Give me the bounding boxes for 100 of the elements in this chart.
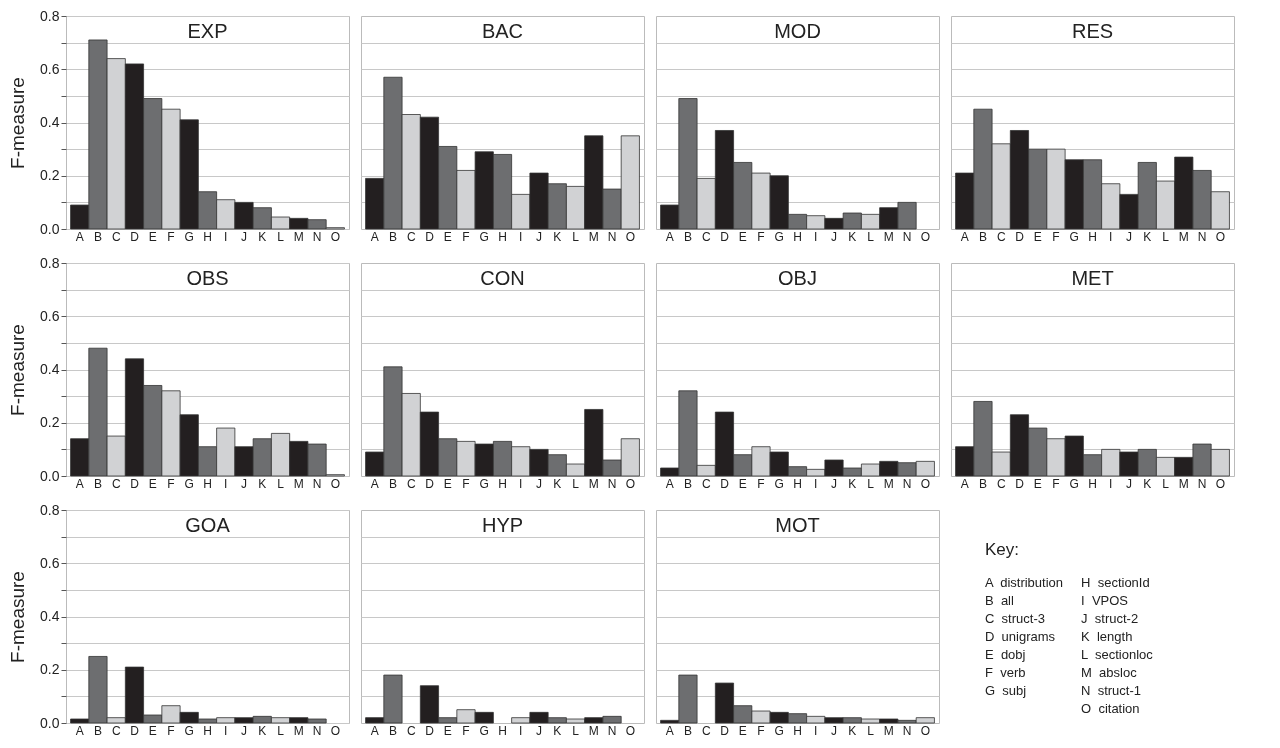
x-tick-label: M (883, 229, 894, 244)
x-tick-label: D (130, 229, 140, 244)
x-tick-label: H (203, 723, 212, 738)
chart-title: OBJ (778, 267, 817, 289)
text: J struct-2 (1081, 610, 1140, 628)
x-tick-label: M (883, 723, 894, 738)
x-tick-label: J (1126, 476, 1133, 491)
x-tick-label: O (920, 229, 930, 244)
x-tick-label: I (519, 229, 523, 244)
text: K length (1081, 628, 1134, 646)
x-tick-label: N (312, 723, 322, 738)
x-tick-label: C (111, 723, 121, 738)
x-tick-label: J (536, 723, 543, 738)
x-tick-label: N (1197, 476, 1207, 491)
x-tick-label: F (167, 229, 175, 244)
x-tick-label: I (814, 229, 818, 244)
text: H sectionId (1081, 574, 1151, 592)
x-tick-label: O (625, 476, 635, 491)
chart-title: MET (1071, 267, 1114, 289)
x-tick-label: J (831, 723, 838, 738)
chart-title: EXP (187, 20, 228, 42)
x-tick-label: B (978, 229, 987, 244)
x-tick-label: F (757, 723, 765, 738)
chart-title: MOT (775, 514, 820, 536)
x-tick-label: F (462, 723, 470, 738)
x-tick-label: O (920, 723, 930, 738)
x-tick-label: K (848, 476, 857, 491)
text: E dobj (985, 646, 1027, 664)
chart-title: BAC (481, 20, 524, 42)
x-tick-label: G (184, 476, 194, 491)
x-tick-label: M (588, 229, 599, 244)
x-tick-label: D (425, 476, 435, 491)
x-tick-label: E (1033, 229, 1042, 244)
x-tick-label: E (738, 723, 747, 738)
text: L sectionloc (1081, 646, 1153, 664)
x-tick-label: O (330, 723, 340, 738)
x-tick-label: F (1052, 229, 1060, 244)
x-tick-label: F (462, 229, 470, 244)
x-tick-label: C (111, 476, 121, 491)
x-tick-label: J (241, 476, 248, 491)
x-tick-label: B (683, 723, 692, 738)
x-tick-label: L (572, 723, 580, 738)
x-tick-label: I (224, 723, 228, 738)
x-tick-label: G (479, 476, 489, 491)
y-tick-label: 0.8 (40, 7, 60, 24)
x-tick-label: G (1069, 476, 1079, 491)
x-tick-label: B (93, 723, 102, 738)
x-tick-label: B (978, 476, 987, 491)
x-tick-label: C (996, 229, 1006, 244)
text: G subj (985, 682, 1028, 700)
x-tick-label: H (793, 476, 802, 491)
y-tick-label: 0.4 (40, 361, 60, 377)
x-tick-label: F (167, 476, 175, 491)
text: Key: (985, 540, 1021, 560)
x-tick-label: B (93, 476, 102, 491)
x-tick-label: A (75, 229, 84, 244)
x-tick-label: J (536, 229, 543, 244)
x-tick-label: G (774, 476, 784, 491)
x-tick-label: N (902, 723, 912, 738)
x-tick-label: G (774, 723, 784, 738)
y-tick-label: 0.4 (40, 608, 60, 624)
x-tick-label: A (665, 229, 674, 244)
x-tick-label: L (572, 476, 580, 491)
x-tick-label: C (406, 476, 416, 491)
x-tick-label: H (498, 476, 507, 491)
x-tick-label: B (93, 229, 102, 244)
x-tick-label: D (720, 476, 730, 491)
x-tick-label: I (1109, 476, 1113, 491)
x-tick-label: K (1143, 229, 1152, 244)
y-tick-label: 0.8 (40, 254, 60, 271)
x-tick-label: L (572, 229, 580, 244)
x-tick-label: H (1088, 229, 1097, 244)
x-tick-label: A (370, 476, 379, 491)
x-tick-label: J (536, 476, 543, 491)
x-tick-label: I (814, 476, 818, 491)
text: C struct-3 (985, 610, 1046, 628)
x-tick-label: H (203, 476, 212, 491)
x-tick-label: A (75, 723, 84, 738)
y-tick-label: 0.6 (40, 554, 60, 571)
x-tick-label: F (757, 229, 765, 244)
x-tick-label: O (1215, 229, 1225, 244)
y-tick-label: 0.0 (40, 220, 60, 237)
x-tick-label: G (1069, 229, 1079, 244)
x-tick-label: D (1015, 229, 1025, 244)
x-tick-label: D (1015, 476, 1025, 491)
x-tick-label: D (425, 723, 435, 738)
y-tick-label: 0.6 (40, 60, 60, 77)
x-tick-label: F (757, 476, 765, 491)
y-tick-label: 0.0 (40, 714, 60, 731)
x-tick-label: A (665, 476, 674, 491)
x-tick-label: C (701, 476, 711, 491)
x-tick-label: K (553, 476, 562, 491)
chart-title: HYP (481, 514, 524, 536)
x-tick-label: N (607, 476, 617, 491)
x-tick-label: L (277, 723, 285, 738)
x-tick-label: L (867, 723, 875, 738)
x-tick-label: I (224, 229, 228, 244)
x-tick-label: F (167, 723, 175, 738)
x-tick-label: L (867, 229, 875, 244)
x-tick-label: D (720, 229, 730, 244)
